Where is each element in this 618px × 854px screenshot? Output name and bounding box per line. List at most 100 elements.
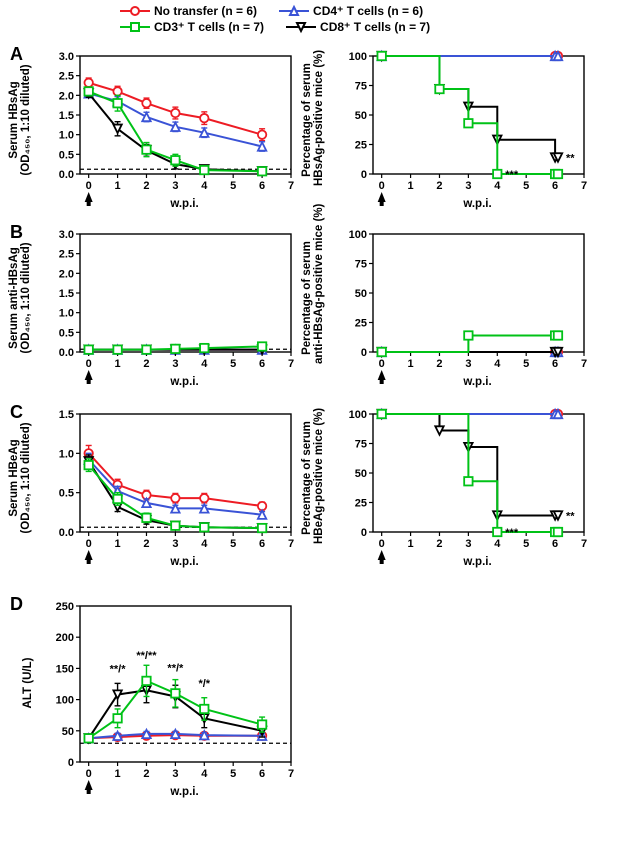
svg-text:2: 2 bbox=[436, 358, 442, 370]
svg-text:75: 75 bbox=[355, 259, 367, 271]
svg-text:200: 200 bbox=[56, 632, 74, 644]
svg-text:50: 50 bbox=[355, 468, 367, 480]
svg-text:5: 5 bbox=[523, 538, 529, 550]
svg-text:50: 50 bbox=[355, 288, 367, 300]
svg-text:1: 1 bbox=[115, 768, 121, 780]
svg-text:4: 4 bbox=[201, 180, 208, 192]
chart: **/***/****/**/*05010015020025001234567 bbox=[72, 600, 297, 804]
svg-text:3: 3 bbox=[465, 180, 471, 192]
svg-text:2: 2 bbox=[143, 358, 149, 370]
chart: 0.00.51.01.52.02.53.001234567 bbox=[72, 50, 297, 216]
svg-text:3: 3 bbox=[172, 358, 178, 370]
svg-text:3.0: 3.0 bbox=[59, 229, 74, 241]
svg-text:5: 5 bbox=[523, 180, 529, 192]
svg-text:0: 0 bbox=[86, 768, 92, 780]
svg-text:50: 50 bbox=[62, 726, 74, 738]
x-axis-title: w.p.i. bbox=[365, 198, 590, 210]
svg-text:7: 7 bbox=[581, 180, 587, 192]
svg-text:50: 50 bbox=[355, 110, 367, 122]
svg-text:100: 100 bbox=[349, 409, 367, 421]
svg-text:6: 6 bbox=[259, 768, 265, 780]
svg-text:4: 4 bbox=[494, 538, 501, 550]
svg-text:0.5: 0.5 bbox=[59, 327, 74, 339]
svg-text:6: 6 bbox=[259, 538, 265, 550]
svg-text:25: 25 bbox=[355, 498, 367, 510]
svg-text:7: 7 bbox=[288, 538, 294, 550]
svg-text:100: 100 bbox=[56, 695, 74, 707]
svg-text:0.5: 0.5 bbox=[59, 149, 74, 161]
legend-label: No transfer (n = 6) bbox=[154, 4, 257, 18]
svg-text:6: 6 bbox=[552, 180, 558, 192]
svg-text:7: 7 bbox=[288, 358, 294, 370]
svg-text:1: 1 bbox=[115, 358, 121, 370]
legend-label: CD3⁺ T cells (n = 7) bbox=[154, 20, 264, 34]
svg-text:0.0: 0.0 bbox=[59, 347, 74, 359]
svg-text:0.0: 0.0 bbox=[59, 169, 74, 181]
svg-text:5: 5 bbox=[230, 538, 236, 550]
svg-text:**: ** bbox=[566, 510, 575, 522]
svg-text:3: 3 bbox=[172, 538, 178, 550]
svg-text:3: 3 bbox=[465, 358, 471, 370]
svg-text:2.0: 2.0 bbox=[59, 90, 74, 102]
svg-text:1.0: 1.0 bbox=[59, 130, 74, 142]
legend: No transfer (n = 6) CD4⁺ T cells (n = 6)… bbox=[120, 4, 430, 36]
svg-text:0.0: 0.0 bbox=[59, 527, 74, 539]
svg-text:2: 2 bbox=[436, 538, 442, 550]
x-axis-title: w.p.i. bbox=[72, 786, 297, 798]
svg-text:100: 100 bbox=[349, 51, 367, 63]
svg-text:***: *** bbox=[505, 527, 519, 539]
svg-text:3: 3 bbox=[172, 768, 178, 780]
x-axis-title: w.p.i. bbox=[72, 556, 297, 568]
legend-label: CD8⁺ T cells (n = 7) bbox=[320, 20, 430, 34]
svg-text:7: 7 bbox=[581, 538, 587, 550]
legend-item: CD4⁺ T cells (n = 6) bbox=[279, 4, 423, 18]
svg-text:**: ** bbox=[566, 152, 575, 164]
y-axis-title: Serum anti-HBsAg (OD₄₅₀, 1:10 diluted) bbox=[8, 232, 32, 364]
svg-text:0.5: 0.5 bbox=[59, 488, 74, 500]
svg-text:2: 2 bbox=[143, 180, 149, 192]
svg-text:0: 0 bbox=[86, 358, 92, 370]
x-axis-title: w.p.i. bbox=[365, 376, 590, 388]
svg-text:4: 4 bbox=[494, 180, 501, 192]
svg-text:250: 250 bbox=[56, 601, 74, 613]
svg-text:1: 1 bbox=[115, 180, 121, 192]
svg-text:2.0: 2.0 bbox=[59, 268, 74, 280]
svg-text:4: 4 bbox=[201, 768, 208, 780]
svg-text:3.0: 3.0 bbox=[59, 51, 74, 63]
svg-text:4: 4 bbox=[201, 538, 208, 550]
svg-text:2: 2 bbox=[143, 538, 149, 550]
svg-text:*/*: */* bbox=[198, 678, 210, 690]
legend-item: No transfer (n = 6) bbox=[120, 4, 257, 18]
svg-text:5: 5 bbox=[230, 358, 236, 370]
svg-text:**/*: **/* bbox=[110, 664, 127, 676]
x-axis-title: w.p.i. bbox=[72, 376, 297, 388]
y-axis-title: Percentage of serum HBsAg-positive mice … bbox=[301, 54, 325, 186]
chart: 0.00.51.01.52.02.53.001234567 bbox=[72, 228, 297, 394]
svg-text:1: 1 bbox=[408, 180, 414, 192]
chart: *****025507510001234567 bbox=[365, 50, 590, 216]
svg-text:0: 0 bbox=[361, 169, 367, 181]
svg-text:4: 4 bbox=[201, 358, 208, 370]
svg-text:2.5: 2.5 bbox=[59, 71, 74, 83]
y-axis-title: Percentage of serum HBeAg-positive mice … bbox=[301, 412, 325, 544]
svg-text:0: 0 bbox=[361, 347, 367, 359]
svg-text:0: 0 bbox=[86, 538, 92, 550]
chart: *****025507510001234567 bbox=[365, 408, 590, 574]
svg-text:75: 75 bbox=[355, 439, 367, 451]
y-axis-title: Percentage of serum anti-HBsAg-positive … bbox=[301, 232, 325, 364]
svg-text:1.5: 1.5 bbox=[59, 409, 74, 421]
x-axis-title: w.p.i. bbox=[365, 556, 590, 568]
svg-text:3: 3 bbox=[465, 538, 471, 550]
svg-text:100: 100 bbox=[349, 229, 367, 241]
svg-text:**/*: **/* bbox=[167, 662, 184, 674]
x-axis-title: w.p.i. bbox=[72, 198, 297, 210]
svg-text:1.0: 1.0 bbox=[59, 308, 74, 320]
legend-label: CD4⁺ T cells (n = 6) bbox=[313, 4, 423, 18]
svg-text:25: 25 bbox=[355, 318, 367, 330]
chart: 0.00.51.01.501234567 bbox=[72, 408, 297, 574]
svg-text:0: 0 bbox=[68, 757, 74, 769]
y-axis-title: Serum HBsAg (OD₄₅₀, 1:10 diluted) bbox=[8, 54, 32, 186]
svg-text:6: 6 bbox=[259, 180, 265, 192]
svg-text:75: 75 bbox=[355, 81, 367, 93]
svg-text:2.5: 2.5 bbox=[59, 249, 74, 261]
